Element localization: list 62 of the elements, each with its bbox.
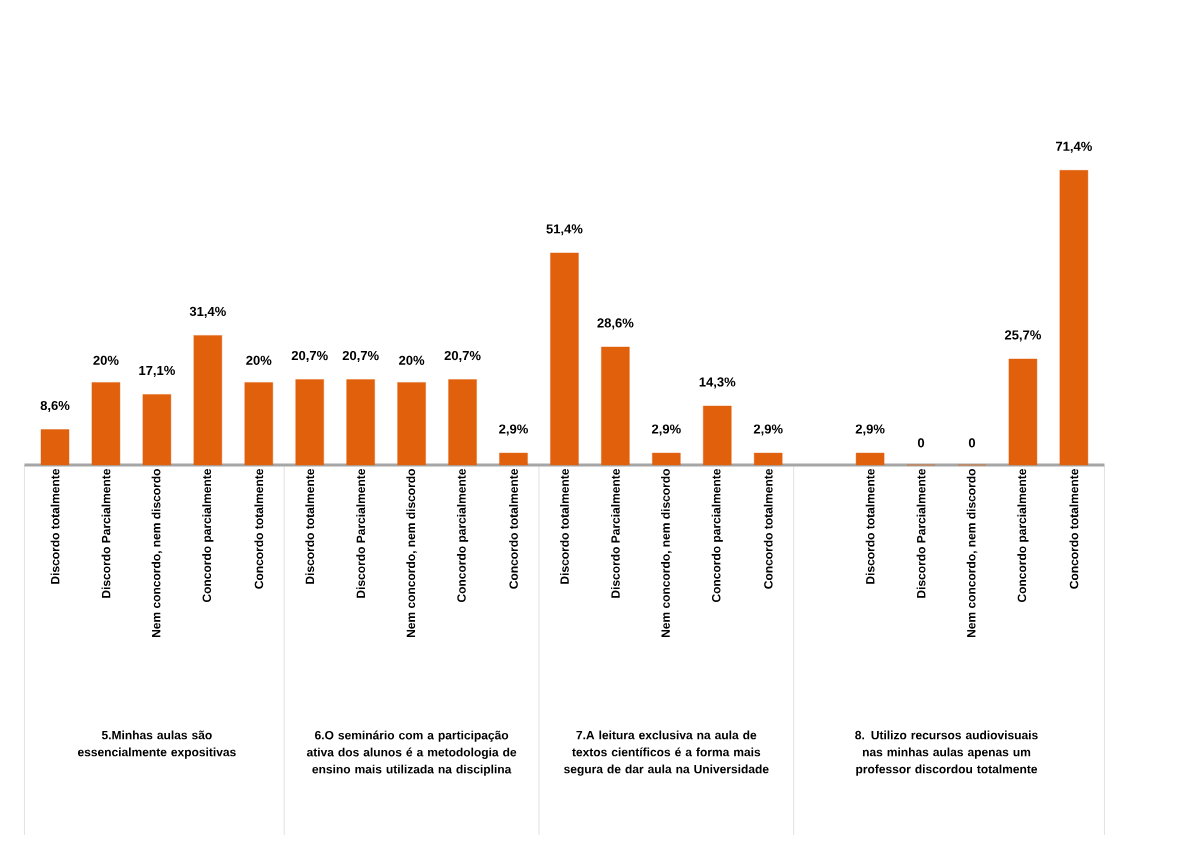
data-label: 17,1% — [139, 365, 175, 377]
data-label: 71,4% — [1056, 141, 1092, 153]
data-label: 2,9% — [753, 424, 783, 436]
data-label: 20% — [93, 355, 119, 365]
data-label: 20,7% — [291, 350, 328, 363]
x-tick-label: Discordo totalmente — [560, 468, 569, 584]
data-label: 8,6% — [40, 400, 70, 412]
bar — [754, 452, 783, 466]
x-tick-label: Concordo parcialmente — [202, 468, 214, 603]
bar — [142, 394, 172, 466]
bar — [1008, 358, 1038, 466]
data-label: 2,9% — [651, 424, 681, 436]
bar — [601, 346, 630, 466]
data-label: 51,4% — [546, 224, 583, 236]
bar — [1059, 170, 1089, 466]
data-label: 20% — [246, 355, 272, 365]
x-tick-label: Nem concordo, nem discordo — [661, 469, 672, 638]
x-tick-label: Discordo totalmente — [50, 468, 60, 584]
data-label: 14,3% — [699, 377, 736, 389]
bar — [499, 452, 528, 466]
bar — [193, 335, 223, 466]
x-tick-label: Discordo Parcialmente — [916, 468, 926, 598]
data-label: 20,7% — [444, 350, 481, 363]
bar — [703, 405, 732, 466]
x-tick-label: Nem concordo, nem discordo — [966, 469, 978, 638]
text: 7.A leitura exclusiva na aula de textos científicos é a forma mais segura de dar aula na Universidade — [564, 730, 769, 776]
bar — [40, 429, 70, 466]
text: 8. Utilizo recursos audiovisuais nas minhas aulas apenas um professor discordou totalmente — [855, 730, 1038, 776]
x-tick-label: Concordo totalmente — [1069, 468, 1079, 589]
bar — [397, 382, 426, 466]
bar — [295, 379, 324, 466]
data-label: 25,7% — [1004, 330, 1042, 342]
data-label: 2,9% — [499, 424, 528, 436]
text: 5.Minhas aulas são essencialmente expositivas — [77, 730, 236, 759]
bar — [244, 382, 273, 466]
bar — [91, 382, 121, 466]
x-tick-label: Discordo totalmente — [865, 468, 875, 584]
x-tick-label: Nem concordo, nem discordo — [406, 469, 417, 638]
data-label: 0 — [968, 438, 976, 448]
x-tick-label: Concordo totalmente — [763, 468, 773, 589]
x-tick-label: Concordo parcialmente — [456, 468, 469, 603]
bar — [550, 252, 579, 466]
data-label: 0 — [917, 438, 925, 448]
x-tick-label: Concordo totalmente — [509, 468, 518, 589]
x-tick-label: Discordo Parcialmente — [101, 468, 111, 598]
data-label: 20% — [399, 355, 425, 365]
bar — [448, 379, 477, 466]
data-label: 2,9% — [855, 424, 885, 436]
x-tick-label: Concordo parcialmente — [711, 468, 723, 603]
x-tick-label: Concordo parcialmente — [1017, 468, 1029, 603]
x-tick-label: Concordo totalmente — [254, 468, 264, 589]
bar — [346, 379, 375, 466]
x-tick-label: Discordo Parcialmente — [610, 468, 620, 598]
data-label: 28,6% — [597, 318, 634, 330]
x-tick-label: Nem concordo, nem discordo — [151, 469, 163, 638]
bar — [855, 452, 885, 466]
data-label: 31,4% — [189, 306, 226, 318]
data-label: 20,7% — [342, 350, 379, 363]
x-tick-label: Discordo Parcialmente — [356, 468, 366, 598]
x-tick-label: Discordo totalmente — [305, 468, 315, 584]
bar — [652, 452, 681, 466]
text: 6.O seminário com a participação ativa dos alunos é a metodologia de ensino mais utilizada na disciplina — [306, 730, 517, 776]
